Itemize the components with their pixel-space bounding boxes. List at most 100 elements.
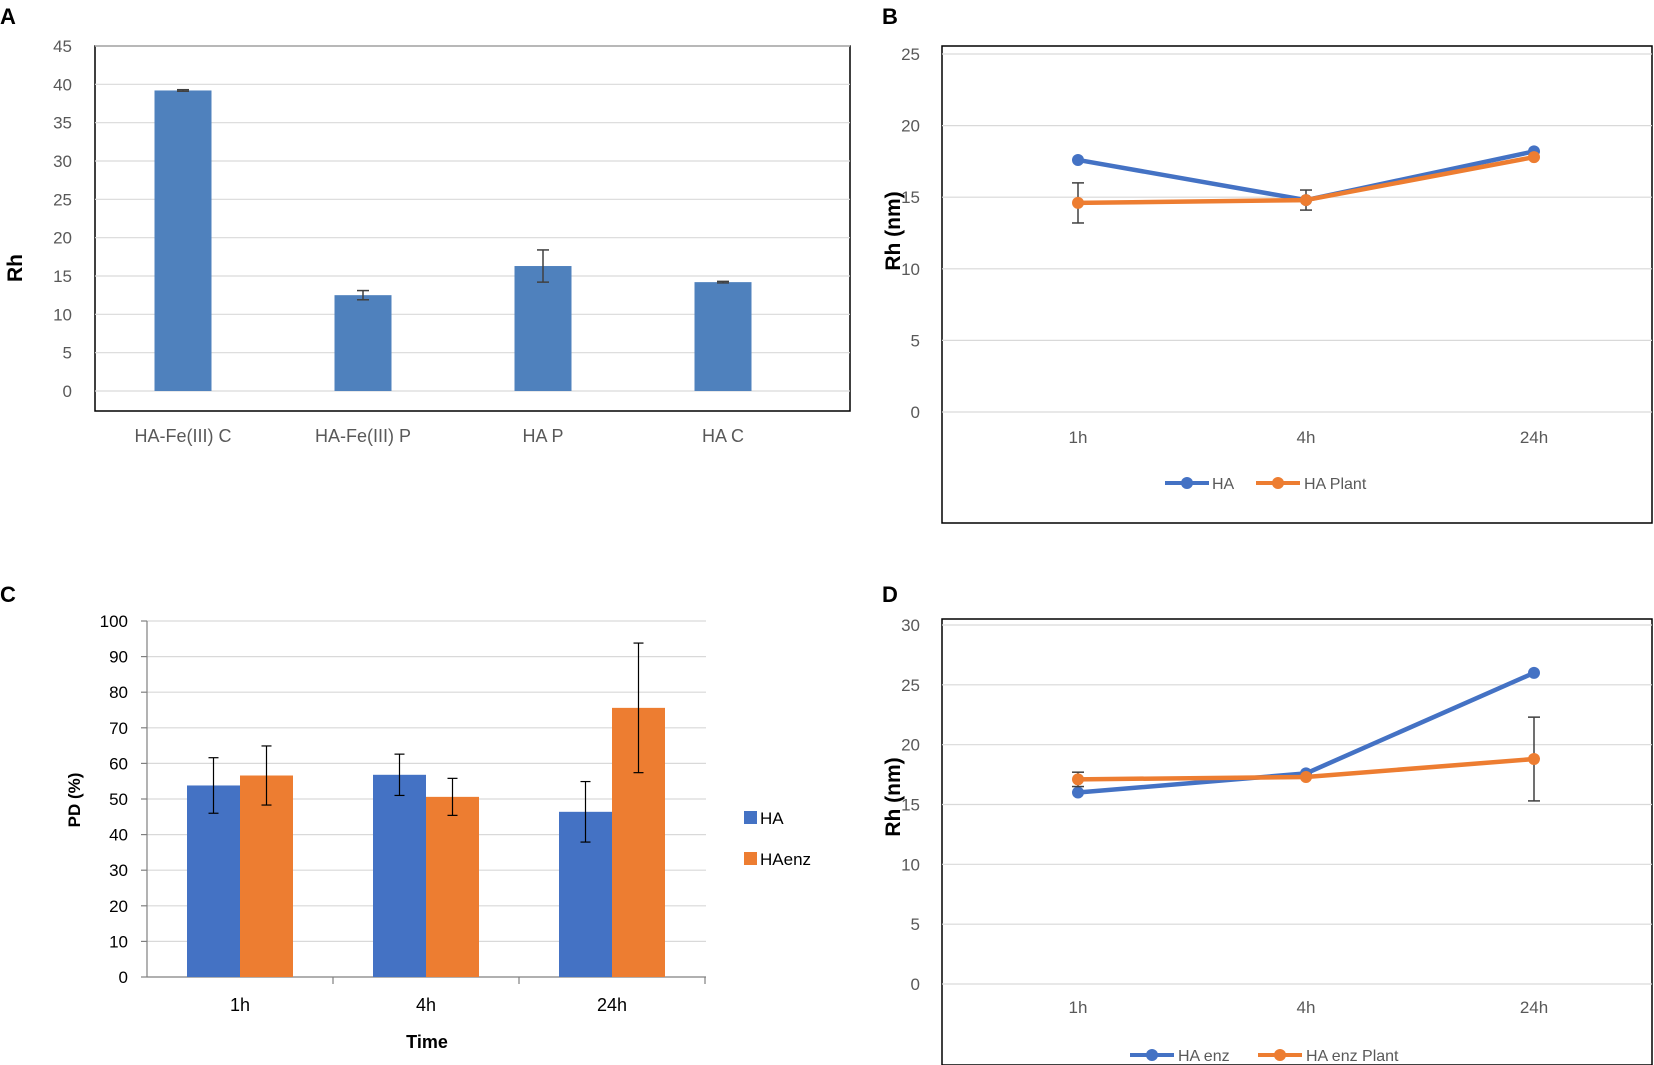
y-tick-label-15: 15 — [53, 267, 72, 286]
x-tick-label-4h: 4h — [1297, 998, 1316, 1017]
panel-d-gridlines — [942, 624, 1652, 985]
y-tick-label-15: 15 — [901, 796, 920, 815]
panel-a-x-tick-labels: HA-Fe(III) C HA-Fe(III) P HA P HA C — [135, 426, 745, 446]
y-tick-label-25: 25 — [901, 45, 920, 64]
panel-letter-a: A — [0, 4, 16, 29]
bar-ha-c — [694, 282, 752, 391]
panel-a-bars — [154, 88, 752, 391]
panel-b-legend: HA HA Plant — [1165, 476, 1367, 493]
panel-a-y-axis-label: Rh — [4, 254, 27, 282]
y-tick-label-20: 20 — [901, 117, 920, 136]
y-tick-label-40: 40 — [109, 826, 128, 845]
legend-dot-ha-enz-plant — [1274, 1049, 1286, 1061]
y-tick-label-5: 5 — [63, 344, 72, 363]
y-tick-label-100: 100 — [100, 612, 128, 631]
y-tick-label-30: 30 — [901, 616, 920, 635]
panel-a-y-tick-labels: 0 5 10 15 20 25 30 35 40 45 — [53, 37, 72, 401]
legend-label-ha-enz-plant: HA enz Plant — [1306, 1048, 1399, 1065]
panel-c-x-axis-label: Time — [406, 1032, 448, 1052]
point-ha-enz-1h — [1072, 786, 1084, 799]
y-tick-label-60: 60 — [109, 754, 128, 773]
legend-dot-ha-plant — [1272, 477, 1284, 489]
x-tick-label-4h: 4h — [416, 995, 436, 1015]
bar-ha-1h — [187, 785, 240, 977]
legend-label-haenz: HAenz — [760, 850, 811, 869]
y-tick-label-30: 30 — [53, 152, 72, 171]
legend-swatch-haenz — [744, 852, 757, 865]
y-tick-label-25: 25 — [901, 676, 920, 695]
panel-letter-b: B — [882, 4, 898, 29]
y-tick-label-0: 0 — [911, 403, 920, 422]
y-tick-label-10: 10 — [901, 855, 920, 874]
point-ha-plant-4h — [1300, 194, 1312, 207]
x-tick-label-ha-p: HA P — [522, 426, 563, 446]
error-bar-ha-4h — [394, 753, 405, 797]
panel-d-y-tick-labels: 0 5 10 15 20 25 30 — [901, 616, 920, 994]
panel-c-legend: HA HAenz — [744, 809, 811, 869]
x-tick-label-24h: 24h — [1520, 428, 1548, 447]
y-tick-label-70: 70 — [109, 719, 128, 738]
y-tick-label-45: 45 — [53, 37, 72, 56]
error-bar-haenz-4h — [447, 777, 458, 816]
x-tick-label-ha-c: HA C — [702, 426, 744, 446]
bar-ha-4h — [373, 774, 426, 977]
panel-c-bars — [187, 642, 706, 984]
panel-b-gridlines — [942, 53, 1652, 413]
legend-swatch-ha — [744, 811, 757, 824]
legend-dot-ha — [1181, 477, 1193, 489]
bar-ha-p — [514, 266, 572, 391]
bar-haenz-4h — [426, 796, 479, 977]
x-tick-label-ha-fe-iii-c: HA-Fe(III) C — [135, 426, 232, 446]
point-ha-plant-24h — [1528, 151, 1540, 164]
panel-d-legend: HA enz HA enz Plant — [1130, 1048, 1399, 1065]
error-bar-ha-24h — [580, 780, 591, 843]
point-ha-enz-plant-4h — [1300, 770, 1312, 783]
y-tick-label-0: 0 — [119, 968, 128, 987]
panel-b-chart: 0 5 10 15 20 25 1h 4h 24h Rh (nm) HA HA Plant — [882, 45, 1653, 524]
panel-c-y-tick-labels: 0 10 20 30 40 50 60 70 80 90 100 — [100, 612, 128, 987]
panel-b-plot-frame — [941, 45, 1653, 524]
point-ha-1h — [1072, 153, 1084, 166]
y-tick-label-20: 20 — [53, 229, 72, 248]
panel-b-y-tick-labels: 0 5 10 15 20 25 — [901, 45, 920, 422]
error-bar-ha-fe-iii-c — [177, 88, 189, 92]
panel-c-y-axis-label: PD (%) — [65, 773, 84, 828]
y-tick-label-0: 0 — [63, 382, 72, 401]
x-tick-label-24h: 24h — [1520, 998, 1548, 1017]
error-bar-ha-c — [717, 280, 729, 284]
y-tick-label-20: 20 — [109, 897, 128, 916]
y-tick-label-10: 10 — [109, 932, 128, 951]
legend-label-ha-enz: HA enz — [1178, 1048, 1230, 1065]
y-tick-label-80: 80 — [109, 683, 128, 702]
panel-letter-d: D — [882, 582, 898, 607]
y-tick-label-10: 10 — [53, 305, 72, 324]
y-tick-label-10: 10 — [901, 260, 920, 279]
x-tick-label-1h: 1h — [1069, 998, 1088, 1017]
point-ha-enz-plant-1h — [1072, 773, 1084, 786]
error-bar-haenz-24h — [633, 642, 644, 774]
panel-b-x-tick-labels: 1h 4h 24h — [1069, 428, 1549, 447]
bar-haenz-1h — [240, 775, 293, 977]
panel-b-y-axis-label: Rh (nm) — [882, 191, 905, 270]
bar-ha-fe-iii-c — [154, 90, 212, 391]
y-tick-label-0: 0 — [911, 975, 920, 994]
y-tick-label-90: 90 — [109, 648, 128, 667]
panel-d-lines — [1072, 666, 1540, 802]
y-tick-label-35: 35 — [53, 114, 72, 133]
panel-c-x-tick-labels: 1h 4h 24h — [230, 995, 627, 1015]
panel-b-lines — [1072, 145, 1540, 224]
error-bar-ha-1h — [208, 757, 219, 814]
y-tick-label-20: 20 — [901, 736, 920, 755]
y-tick-label-50: 50 — [109, 790, 128, 809]
x-tick-label-24h: 24h — [597, 995, 627, 1015]
y-tick-label-15: 15 — [901, 188, 920, 207]
point-ha-enz-plant-24h — [1528, 753, 1540, 766]
error-bar-ha-fe-iii-p — [357, 289, 369, 301]
x-tick-label-1h: 1h — [230, 995, 250, 1015]
panel-letter-c: C — [0, 582, 16, 607]
x-tick-label-4h: 4h — [1297, 428, 1316, 447]
legend-label-ha-plant: HA Plant — [1304, 476, 1367, 493]
panel-d-x-tick-labels: 1h 4h 24h — [1069, 998, 1549, 1017]
